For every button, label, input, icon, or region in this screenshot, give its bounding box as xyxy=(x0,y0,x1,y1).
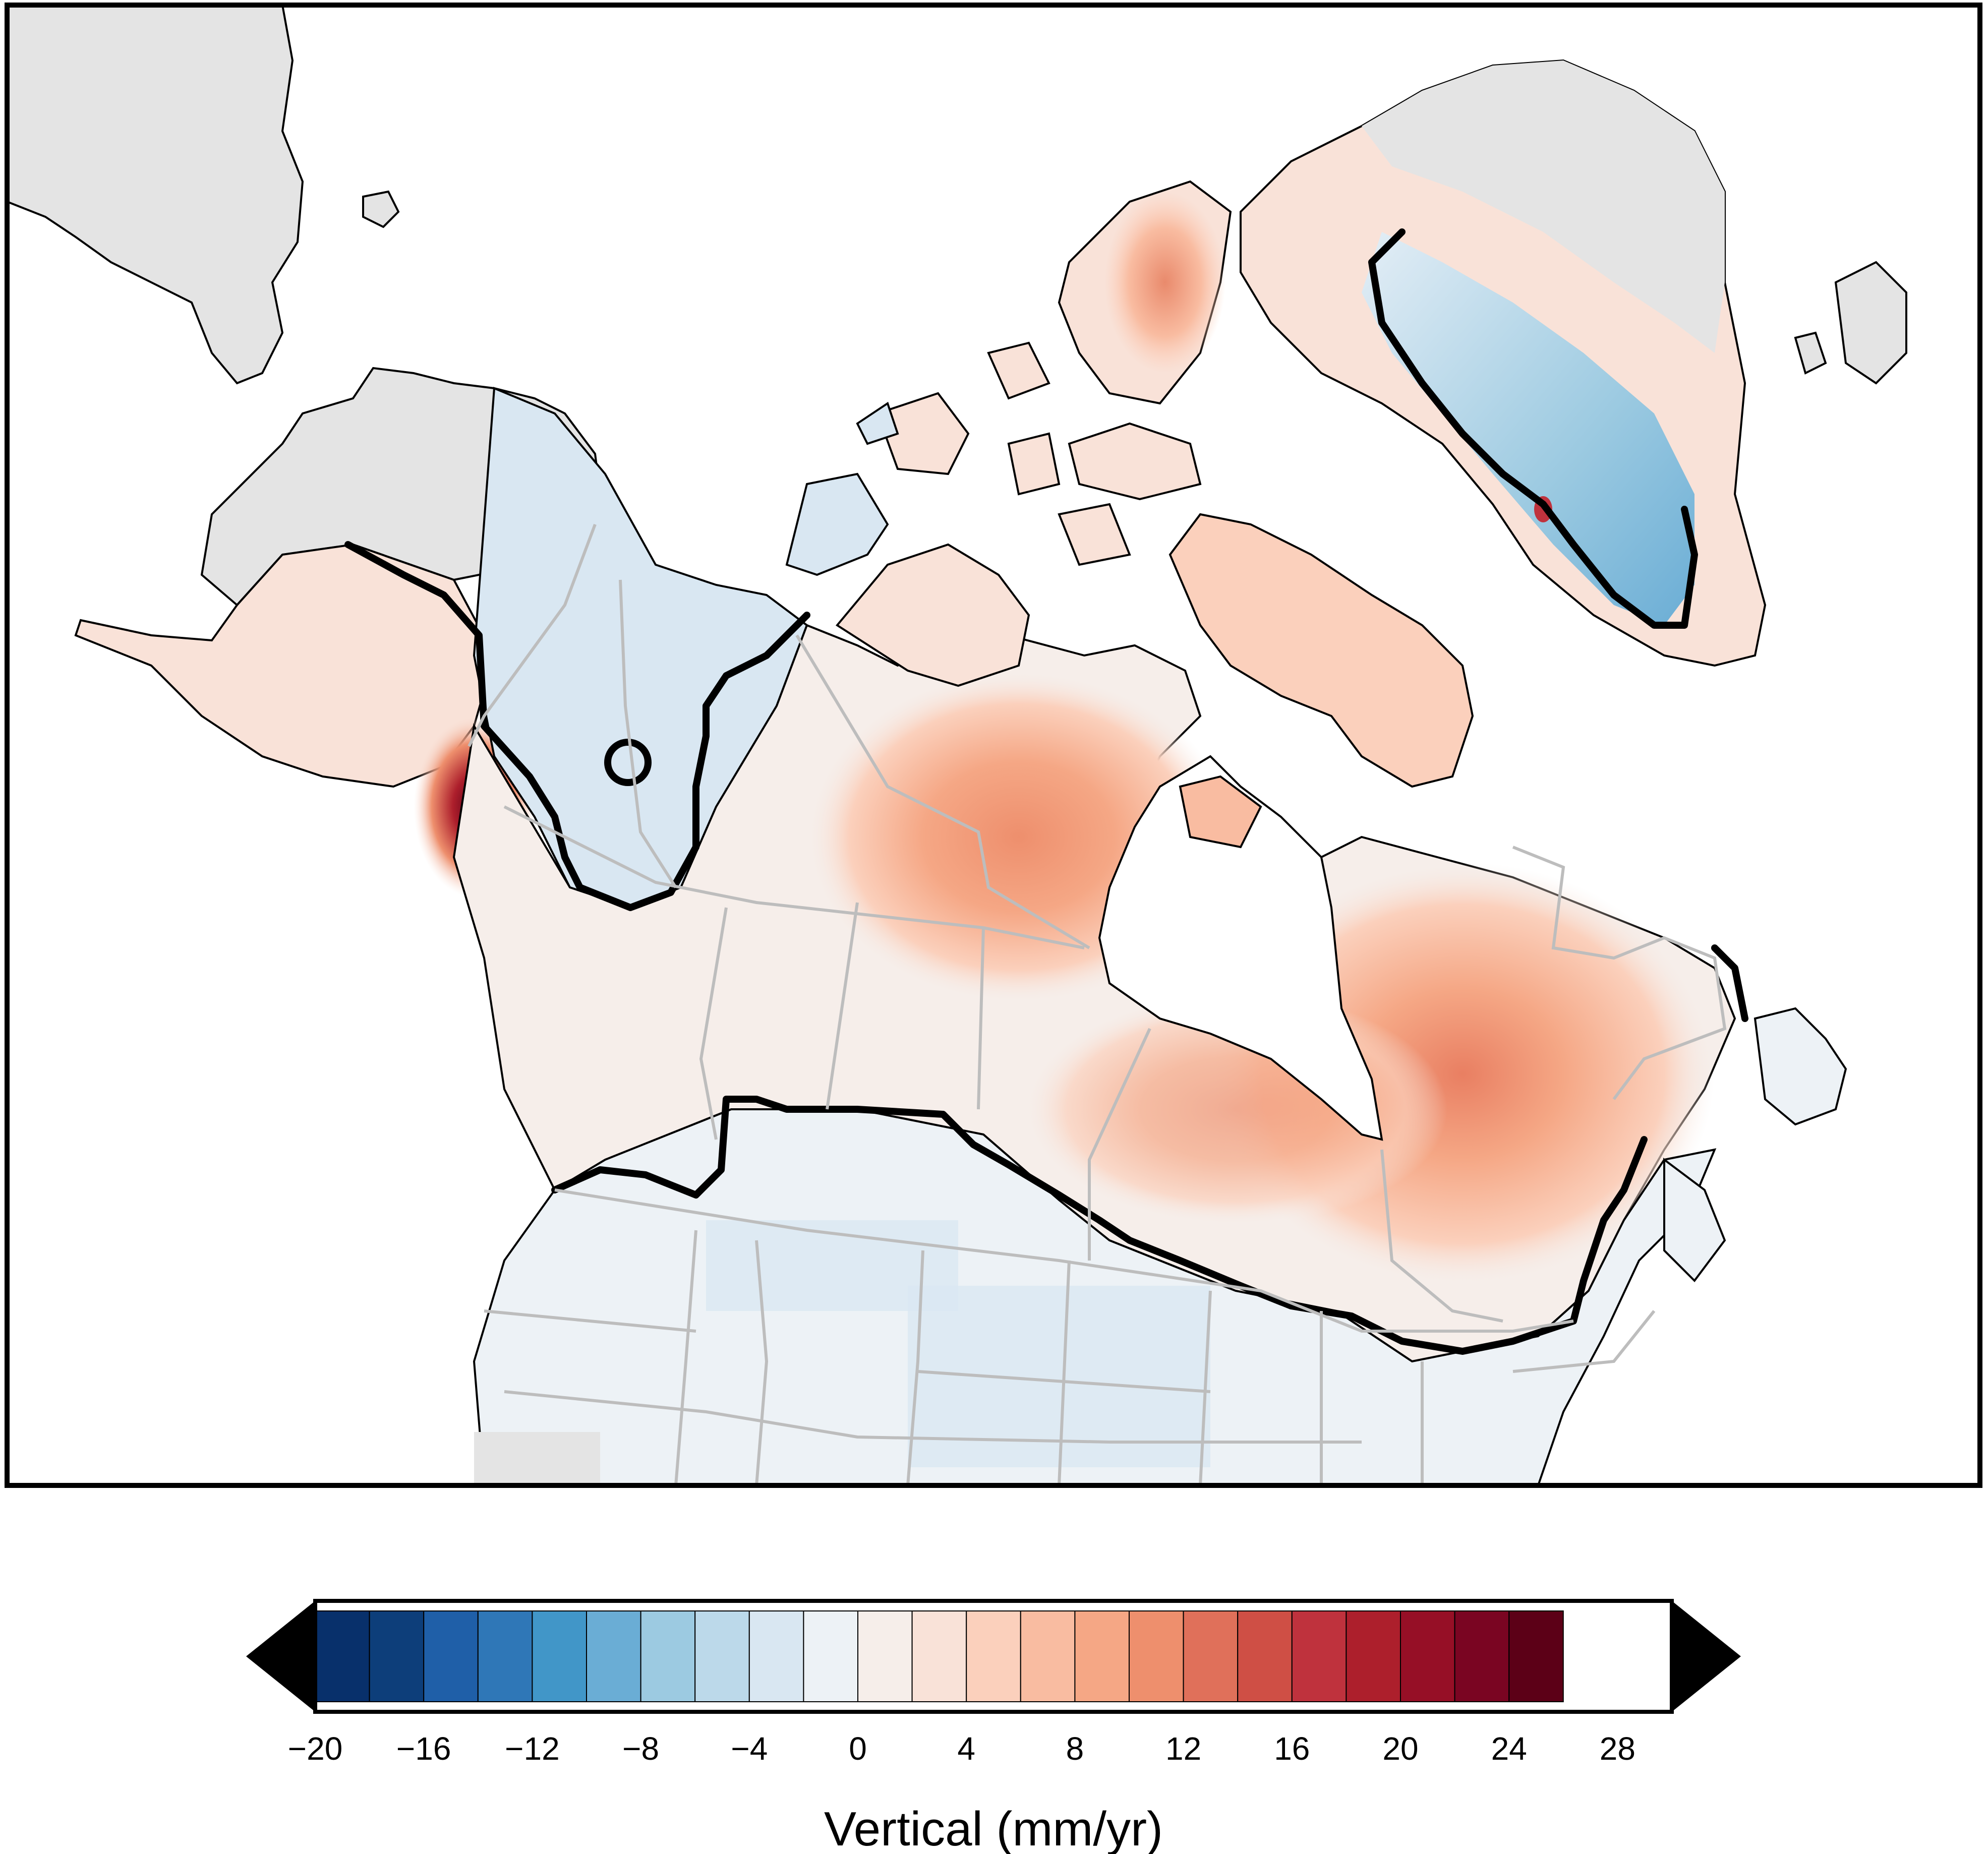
boundary-us-states xyxy=(484,1230,1656,1485)
svalbard-island xyxy=(1834,261,1907,385)
boundary-manitoba-ontario xyxy=(1088,1028,1151,1261)
devon-island xyxy=(1068,422,1202,501)
arctic-islands-west xyxy=(876,341,1131,566)
zero-contour-greenland xyxy=(1368,228,1698,629)
map-border xyxy=(5,3,1982,1488)
nova-scotia xyxy=(1663,1158,1726,1283)
banks-island xyxy=(785,472,889,576)
zero-contour-newfoundland xyxy=(1711,944,1748,1022)
boundary-alberta-sask xyxy=(826,902,859,1110)
baffin-island xyxy=(1168,513,1474,788)
boundary-nwt-nunavut xyxy=(795,634,1090,949)
newfoundland xyxy=(1753,1007,1847,1126)
zero-contour-us-border xyxy=(551,1096,1648,1355)
boundary-alaska-yukon xyxy=(467,523,597,747)
us-grey-patch xyxy=(474,1432,600,1485)
victoria-island xyxy=(836,543,1030,687)
boundary-yukon-nwt xyxy=(619,579,677,888)
arctic-islands-blue xyxy=(856,401,899,445)
southampton-island xyxy=(1179,775,1262,849)
boundary-canada-60n xyxy=(503,805,1085,949)
iceland-fragment xyxy=(1794,331,1827,375)
boundary-quebec-labrador xyxy=(1512,846,1727,1100)
alaska-south xyxy=(74,543,496,788)
siberia-landmass xyxy=(7,5,304,385)
boundary-bc-alberta xyxy=(699,907,728,1140)
hudson-bay xyxy=(1098,755,1383,1141)
siberia-island xyxy=(362,190,400,228)
us-blue-patch-2 xyxy=(908,1286,1210,1467)
boundary-us-canada xyxy=(554,1188,1574,1333)
boundary-ontario-quebec xyxy=(1380,1149,1503,1323)
zero-contour-ring xyxy=(604,739,652,786)
boundary-sask-manitoba xyxy=(977,927,985,1110)
ellesmere-high xyxy=(1104,192,1225,373)
greenland-interior xyxy=(1362,232,1694,625)
greenland-north-nodata xyxy=(1362,61,1725,353)
zero-contour-alaska xyxy=(344,541,810,911)
